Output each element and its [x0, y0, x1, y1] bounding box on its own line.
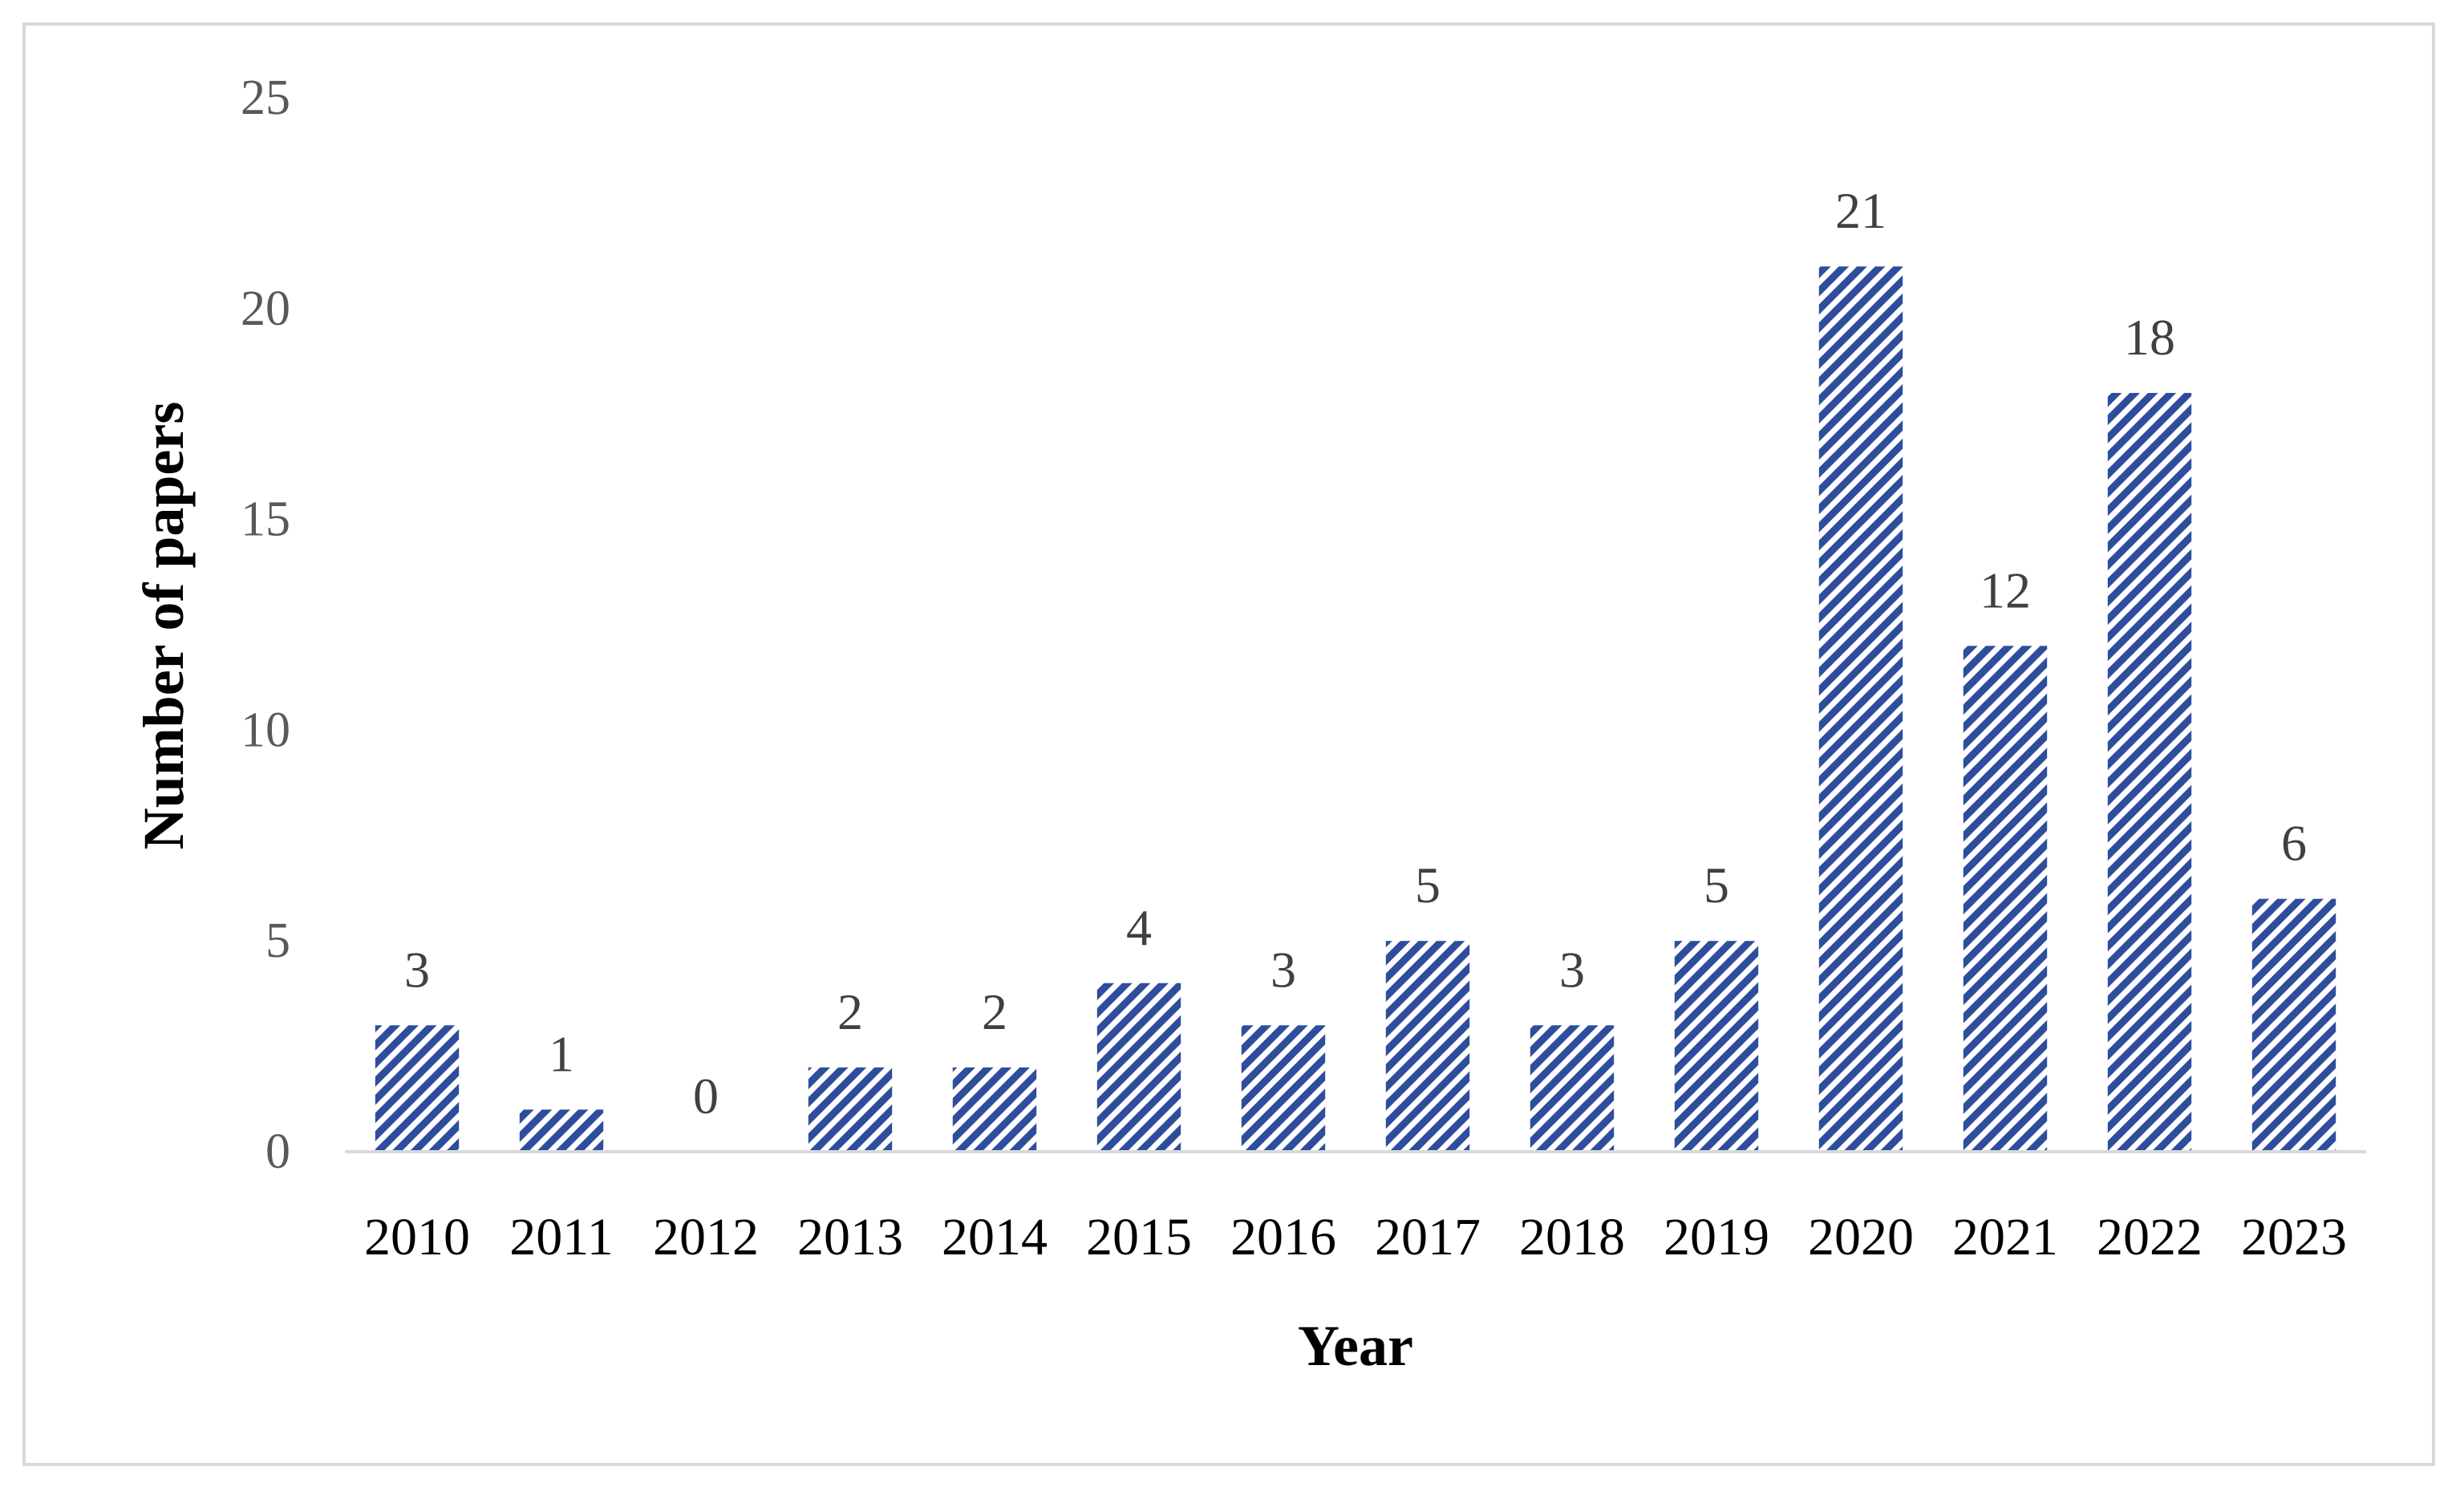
y-tick-label: 25 — [241, 71, 290, 125]
bar-2019 — [1674, 941, 1759, 1152]
x-tick-label-2010: 2010 — [364, 1208, 470, 1266]
data-label-2015: 4 — [1126, 899, 1152, 956]
bar-2010 — [375, 1025, 460, 1152]
data-label-2018: 3 — [1559, 941, 1585, 998]
x-axis-tick-labels: 2010 2011 2012 2013 2014 2015 2016 2017 2018 2019… — [364, 1208, 2347, 1266]
data-label-2023: 6 — [2281, 815, 2307, 872]
x-tick-label-2020: 2020 — [1808, 1208, 1914, 1266]
data-label-2021: 12 — [1980, 561, 2031, 618]
y-axis-ticks: 0 5 10 15 20 25 — [241, 71, 290, 1179]
data-label-2013: 2 — [837, 983, 863, 1040]
bar-2017 — [1385, 941, 1470, 1152]
x-tick-label-2019: 2019 — [1664, 1208, 1769, 1266]
data-label-2016: 3 — [1270, 941, 1296, 998]
data-label-2022: 18 — [2124, 309, 2175, 366]
y-tick-label: 15 — [241, 492, 290, 547]
y-tick-label: 5 — [265, 914, 290, 968]
bar-2021 — [1963, 646, 2048, 1152]
x-tick-label-2022: 2022 — [2097, 1208, 2203, 1266]
x-tick-label-2021: 2021 — [1952, 1208, 2058, 1266]
data-label-2012: 0 — [693, 1068, 719, 1124]
bar-2014 — [952, 1067, 1037, 1152]
bar-2013 — [808, 1067, 893, 1152]
x-tick-label-2012: 2012 — [653, 1208, 759, 1266]
bars — [375, 266, 2336, 1152]
bar-2020 — [1818, 266, 1903, 1152]
y-tick-label: 10 — [241, 703, 290, 757]
data-label-2019: 5 — [1704, 857, 1729, 914]
x-tick-label-2017: 2017 — [1375, 1208, 1481, 1266]
y-axis-title: Number of papers — [132, 402, 196, 850]
data-label-2020: 21 — [1835, 182, 1886, 239]
x-tick-label-2016: 2016 — [1230, 1208, 1336, 1266]
x-tick-label-2018: 2018 — [1519, 1208, 1625, 1266]
bar-2011 — [519, 1109, 604, 1152]
x-tick-label-2013: 2013 — [797, 1208, 903, 1266]
x-tick-label-2023: 2023 — [2241, 1208, 2347, 1266]
bar-2018 — [1530, 1025, 1615, 1152]
data-label-2010: 3 — [404, 941, 430, 998]
data-label-2011: 1 — [549, 1025, 574, 1082]
bar-2015 — [1096, 983, 1181, 1152]
data-labels: 3 1 0 2 2 4 3 5 3 5 21 12 18 6 — [404, 182, 2307, 1124]
data-label-2017: 5 — [1415, 857, 1441, 914]
bar-2023 — [2251, 898, 2336, 1152]
x-tick-label-2014: 2014 — [942, 1208, 1048, 1266]
x-tick-label-2015: 2015 — [1086, 1208, 1192, 1266]
y-tick-label: 0 — [265, 1124, 290, 1179]
bar-2016 — [1241, 1025, 1326, 1152]
data-label-2014: 2 — [982, 983, 1007, 1040]
bar-2022 — [2107, 392, 2192, 1152]
x-axis-title: Year — [1298, 1314, 1413, 1378]
x-tick-label-2011: 2011 — [509, 1208, 614, 1266]
y-tick-label: 20 — [241, 282, 290, 336]
